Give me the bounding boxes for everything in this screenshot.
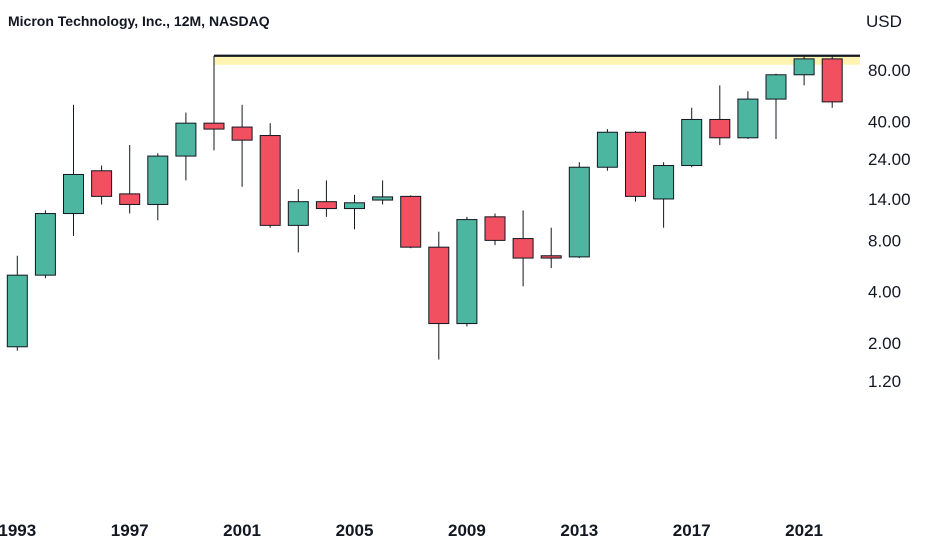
candle [63, 104, 84, 236]
candle [765, 73, 787, 139]
candle [568, 162, 590, 259]
candle [484, 213, 506, 246]
candle-body-up [344, 202, 365, 210]
y-tick-label: 40.00 [868, 112, 911, 131]
y-axis-ticks: 80.00 40.00 24.00 14.00 8.00 4.00 2.00 1.20 [868, 61, 911, 391]
candle-body-down [821, 58, 843, 103]
candle [512, 210, 534, 287]
candle-body-down [315, 201, 337, 210]
chart-title: Micron Technology, Inc., 12M, NASDAQ [8, 13, 270, 29]
candle [175, 112, 197, 181]
candle-body-up [175, 122, 197, 157]
candle [456, 216, 478, 327]
x-tick-label: 2013 [560, 521, 598, 540]
candle [372, 180, 394, 205]
y-tick-label: 24.00 [868, 150, 911, 169]
candle-body-up [372, 196, 394, 201]
candle [344, 194, 365, 230]
resistance-highlight [214, 55, 860, 65]
candle [231, 104, 253, 187]
candle-body-down [119, 193, 141, 205]
candle-body-up [596, 131, 618, 168]
candle [681, 107, 703, 168]
y-tick-label: 2.00 [868, 334, 901, 353]
candle-body-up [34, 213, 56, 276]
y-tick-label: 8.00 [868, 231, 901, 250]
candle-body-down [259, 135, 281, 226]
candle-body-up [6, 274, 28, 348]
candle [203, 55, 225, 151]
candle-body-up [681, 118, 703, 167]
candle-body-down [231, 126, 253, 141]
candle-body-up [287, 201, 309, 226]
candle-body-down [625, 131, 646, 197]
candle-body-up [63, 173, 84, 215]
x-tick-label: 2009 [448, 521, 486, 540]
candle [709, 85, 731, 146]
candles [6, 54, 843, 360]
candle [596, 129, 618, 171]
candle-body-up [737, 98, 759, 139]
candle [6, 255, 28, 351]
candle-body-down [540, 255, 562, 259]
candle [400, 195, 422, 249]
x-tick-label: 1997 [111, 521, 149, 540]
candle [625, 131, 646, 202]
candle [428, 231, 450, 360]
candle-body-up [653, 165, 675, 200]
x-tick-label: 1993 [0, 521, 36, 540]
x-tick-label: 2005 [336, 521, 374, 540]
candle [315, 180, 337, 217]
y-tick-label: 1.20 [868, 372, 901, 391]
y-tick-label: 14.00 [868, 190, 911, 209]
resistance-zone [214, 54, 860, 65]
candle [147, 153, 169, 221]
x-axis-ticks: 1993 1997 2001 2005 2009 2013 2017 2021 [0, 521, 823, 540]
x-tick-label: 2017 [673, 521, 711, 540]
candle [540, 227, 562, 269]
candle [119, 145, 141, 214]
candle-body-down [428, 246, 450, 325]
candle [34, 210, 56, 279]
candle-body-down [203, 122, 225, 130]
candle [287, 189, 309, 253]
candle-body-down [709, 118, 731, 139]
candle-body-down [91, 170, 113, 197]
candle [653, 162, 675, 228]
candle [821, 54, 843, 108]
x-tick-label: 2021 [785, 521, 823, 540]
candle [259, 123, 281, 228]
candle-body-down [512, 238, 534, 259]
candle [793, 56, 815, 86]
candle-body-up [456, 219, 478, 325]
candle-body-up [793, 58, 815, 76]
candle [737, 91, 759, 139]
candle-body-up [568, 166, 590, 258]
candle-body-up [147, 155, 169, 205]
candle-body-down [484, 216, 506, 241]
candle-body-up [765, 74, 787, 100]
y-tick-label: 4.00 [868, 283, 901, 302]
candle-body-down [400, 195, 422, 248]
candle [91, 165, 113, 205]
y-axis-unit: USD [866, 12, 902, 31]
x-tick-label: 2001 [223, 521, 261, 540]
y-tick-label: 80.00 [868, 61, 911, 80]
